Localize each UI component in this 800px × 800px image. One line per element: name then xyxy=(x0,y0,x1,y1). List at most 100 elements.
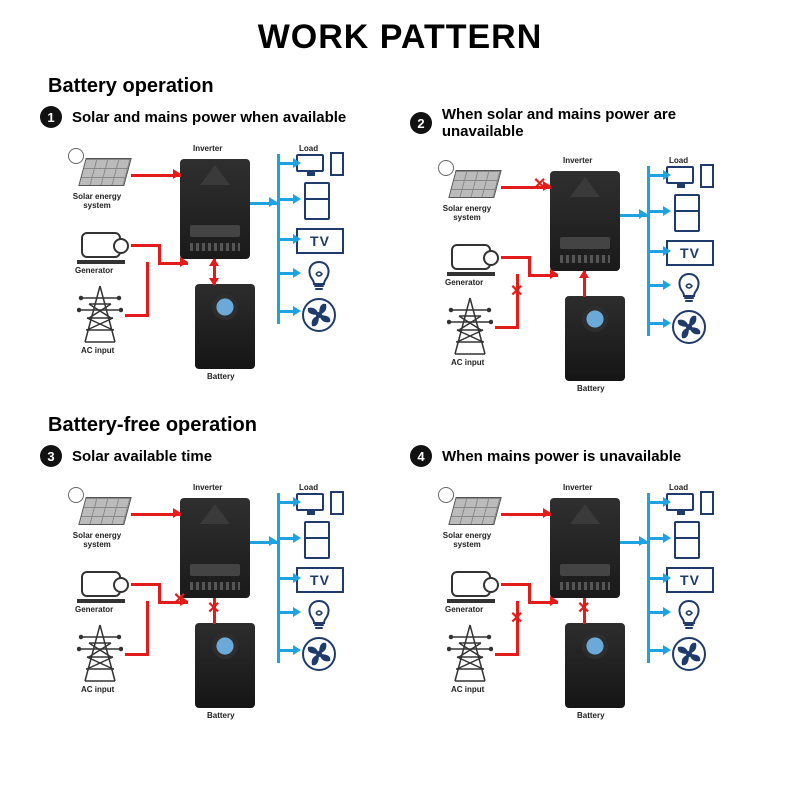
fan-icon xyxy=(672,637,706,671)
page-title: WORK PATTERN xyxy=(0,0,800,57)
arrow-icon xyxy=(550,269,558,279)
label-solar: Solar energy system xyxy=(61,531,133,549)
battery-icon xyxy=(565,623,625,708)
arrow-icon xyxy=(663,607,671,617)
wire xyxy=(146,262,149,317)
arrow-icon xyxy=(550,596,558,606)
fan-icon xyxy=(302,298,336,332)
battery-icon xyxy=(195,623,255,708)
arrow-icon xyxy=(269,536,277,546)
label-acinput: AC input xyxy=(81,346,114,355)
arrow-icon xyxy=(293,194,301,204)
transmission-tower-icon xyxy=(447,296,493,356)
solar-panel-icon xyxy=(70,154,130,190)
transmission-tower-icon xyxy=(77,623,123,683)
fridge-icon xyxy=(674,521,700,559)
diagram-3: InverterLoadSolar energy systemGenerator… xyxy=(55,473,375,723)
x-icon: ✕ xyxy=(510,613,524,627)
label-battery: Battery xyxy=(207,711,235,720)
arrow-icon xyxy=(293,607,301,617)
label-acinput: AC input xyxy=(451,685,484,694)
badge-3: 3 xyxy=(40,445,62,467)
loads-group: TV xyxy=(280,152,360,332)
generator-icon xyxy=(73,224,128,264)
arrow-icon xyxy=(173,508,181,518)
wire xyxy=(528,256,531,276)
arrow-icon xyxy=(293,306,301,316)
loads-group: TV xyxy=(280,491,360,671)
badge-2: 2 xyxy=(410,112,432,134)
tv-icon: TV xyxy=(296,228,344,254)
label-battery: Battery xyxy=(207,372,235,381)
wire xyxy=(146,601,149,656)
arrow-icon xyxy=(543,508,551,518)
inverter-icon xyxy=(180,159,250,259)
arrow-icon xyxy=(293,573,301,583)
item-1: 1 Solar and mains power when available I… xyxy=(40,106,390,396)
item-2: 2 When solar and mains power are unavail… xyxy=(410,106,760,396)
fridge-icon xyxy=(304,521,330,559)
section-nobattery-title: Battery-free operation xyxy=(48,414,800,437)
item-4-title: When mains power is unavailable xyxy=(442,448,681,465)
item-4: 4 When mains power is unavailable Invert… xyxy=(410,445,760,723)
label-solar: Solar energy system xyxy=(61,192,133,210)
arrow-icon xyxy=(663,318,671,328)
inverter-icon xyxy=(550,171,620,271)
bulb-icon xyxy=(676,599,702,631)
solar-panel-icon xyxy=(70,493,130,529)
generator-icon xyxy=(443,236,498,276)
solar-panel-icon xyxy=(440,493,500,529)
badge-4: 4 xyxy=(410,445,432,467)
wire xyxy=(501,256,531,259)
fan-icon xyxy=(672,310,706,344)
arrow-icon xyxy=(663,573,671,583)
wire xyxy=(158,583,161,603)
arrow-icon xyxy=(293,268,301,278)
item-3: 3 Solar available time InverterLoadSolar… xyxy=(40,445,390,723)
x-icon: ✕ xyxy=(510,286,524,300)
arrow-icon xyxy=(639,209,647,219)
arrow-icon xyxy=(663,246,671,256)
label-inverter: Inverter xyxy=(193,144,222,153)
arrow-icon xyxy=(269,197,277,207)
inverter-icon xyxy=(550,498,620,598)
pc-icon xyxy=(666,164,720,190)
inverter-icon xyxy=(180,498,250,598)
label-battery: Battery xyxy=(577,384,605,393)
arrow-icon xyxy=(209,258,219,266)
arrow-icon xyxy=(173,169,181,179)
x-icon: ✕ xyxy=(533,179,547,193)
solar-panel-icon xyxy=(440,166,500,202)
battery-grid: 1 Solar and mains power when available I… xyxy=(0,106,800,396)
arrow-icon xyxy=(293,497,301,507)
tv-icon: TV xyxy=(296,567,344,593)
loads-group: TV xyxy=(650,164,730,344)
arrow-icon xyxy=(663,497,671,507)
arrow-icon xyxy=(663,206,671,216)
x-icon: ✕ xyxy=(173,594,187,608)
label-inverter: Inverter xyxy=(563,156,592,165)
item-1-title: Solar and mains power when available xyxy=(72,109,346,126)
label-generator: Generator xyxy=(445,605,483,614)
label-inverter: Inverter xyxy=(563,483,592,492)
battery-icon xyxy=(195,284,255,369)
bulb-icon xyxy=(306,599,332,631)
item-2-title: When solar and mains power are unavailab… xyxy=(442,106,760,140)
wire xyxy=(131,244,161,247)
generator-icon xyxy=(73,563,128,603)
arrow-icon xyxy=(209,278,219,286)
fan-icon xyxy=(302,637,336,671)
arrow-icon xyxy=(180,257,188,267)
nobattery-grid: 3 Solar available time InverterLoadSolar… xyxy=(0,445,800,723)
arrow-icon xyxy=(663,170,671,180)
label-solar: Solar energy system xyxy=(431,531,503,549)
arrow-icon xyxy=(293,645,301,655)
loads-group: TV xyxy=(650,491,730,671)
item-3-title: Solar available time xyxy=(72,448,212,465)
tv-icon: TV xyxy=(666,567,714,593)
x-icon: ✕ xyxy=(207,603,221,617)
arrow-icon xyxy=(663,280,671,290)
bulb-icon xyxy=(676,272,702,304)
pc-icon xyxy=(296,491,350,517)
transmission-tower-icon xyxy=(447,623,493,683)
